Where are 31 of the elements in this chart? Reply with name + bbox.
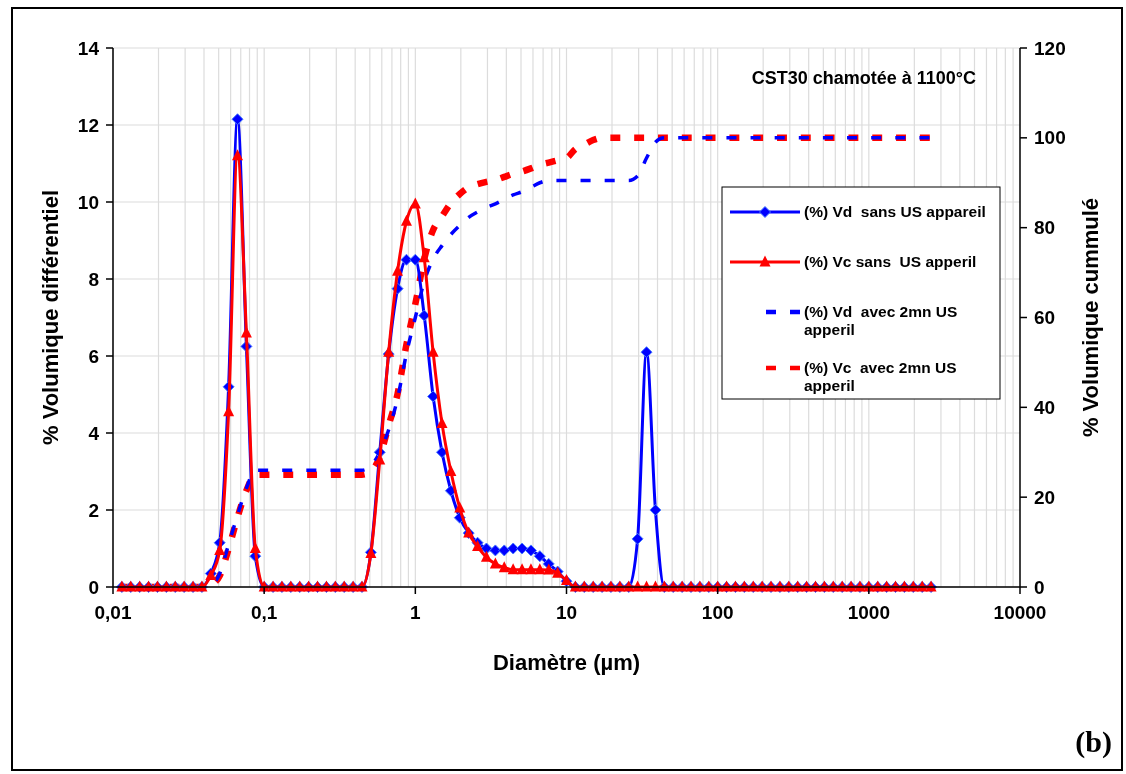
legend-label: (%) Vc sans US apperil bbox=[804, 253, 977, 271]
y2-tick-label: 100 bbox=[1034, 127, 1066, 149]
y-tick-label: 14 bbox=[77, 37, 100, 59]
x-axis-title: Diamètre (µm) bbox=[492, 650, 641, 675]
y2-axis-title: % Volumique cummulé bbox=[1078, 197, 1103, 438]
y-tick-label: 12 bbox=[77, 114, 99, 136]
y2-tick-label: 120 bbox=[1034, 37, 1066, 59]
x-tick-label: 100 bbox=[701, 602, 734, 623]
legend-label: (%) Vd avec 2mn US apperil bbox=[804, 303, 958, 339]
x-tick-label: 10000 bbox=[993, 602, 1047, 623]
legend-label: (%) Vc avec 2mn US apperil bbox=[804, 359, 957, 395]
y2-tick-label: 20 bbox=[1034, 486, 1056, 508]
y-tick-label: 6 bbox=[88, 345, 99, 367]
text: (b) bbox=[1075, 725, 1112, 759]
y-tick-label: 2 bbox=[88, 499, 99, 521]
y2-tick-label: 60 bbox=[1034, 307, 1056, 329]
y-axis-title: % Volumique différentiel bbox=[38, 189, 63, 446]
y-tick-label: 10 bbox=[77, 191, 99, 213]
y2-tick-label: 80 bbox=[1034, 217, 1056, 239]
annotation: CST30 chamotée à 1100°C bbox=[751, 68, 976, 88]
y-tick-label: 0 bbox=[88, 576, 99, 598]
x-tick-label: 1000 bbox=[847, 602, 890, 623]
legend-label: (%) Vd sans US appareil bbox=[804, 203, 986, 221]
y2-tick-label: 40 bbox=[1034, 396, 1056, 418]
x-tick-label: 0,1 bbox=[250, 602, 278, 623]
y-tick-label: 4 bbox=[88, 422, 100, 444]
y-tick-label: 8 bbox=[88, 268, 99, 290]
x-tick-label: 10 bbox=[555, 602, 578, 623]
x-tick-label: 0,01 bbox=[94, 602, 132, 623]
x-tick-label: 1 bbox=[410, 602, 422, 623]
y2-tick-label: 0 bbox=[1034, 576, 1045, 598]
